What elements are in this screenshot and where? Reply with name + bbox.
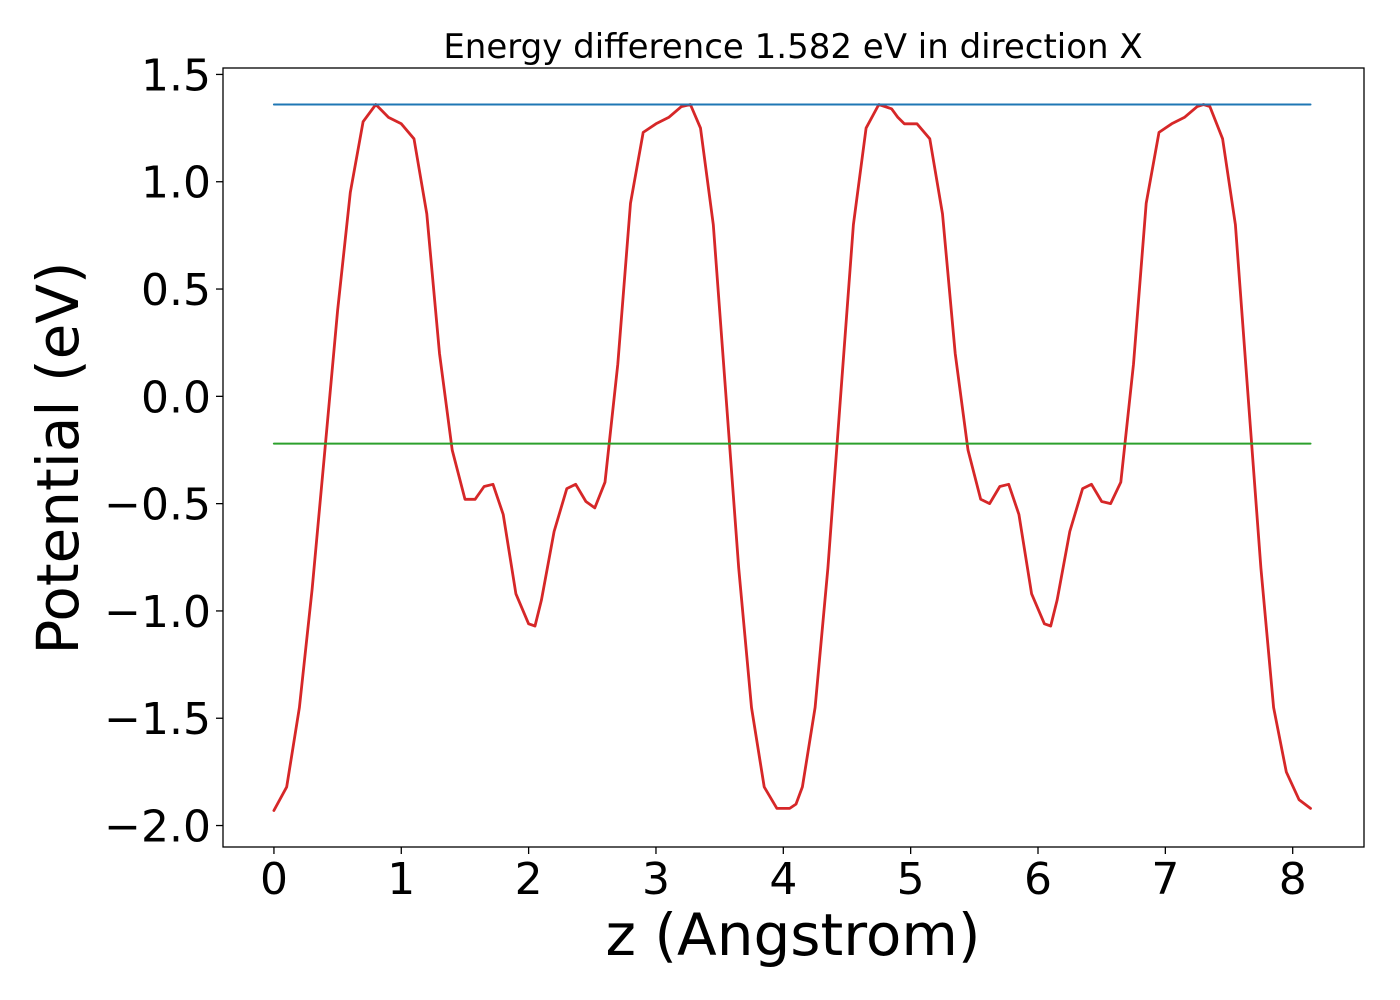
y-tick-label: −1.0 [104, 587, 211, 638]
x-tick-label: 1 [387, 854, 415, 905]
y-tick-label: −1.5 [104, 694, 211, 745]
y-tick-label: −0.5 [104, 480, 211, 531]
x-tick-label: 8 [1279, 854, 1307, 905]
x-tick-label: 4 [769, 854, 797, 905]
x-tick-label: 5 [897, 854, 925, 905]
x-tick-label: 2 [515, 854, 543, 905]
x-axis-ticks: 0 1 2 3 4 5 6 7 8 [260, 847, 1307, 905]
y-tick-label: 1.5 [141, 50, 211, 101]
chart-title: Energy difference 1.582 eV in direction … [443, 27, 1142, 67]
potential-curve [272, 103, 1312, 812]
x-tick-label: 7 [1151, 854, 1179, 905]
y-axis-ticks: 1.5 1.0 0.5 0.0 −0.5 −1.0 −1.5 −2.0 [104, 50, 223, 853]
plot-frame [222, 67, 1365, 848]
x-tick-label: 0 [260, 854, 288, 905]
y-tick-label: 0.5 [141, 265, 211, 316]
y-tick-label: 1.0 [141, 158, 211, 209]
y-tick-label: −2.0 [104, 802, 211, 853]
x-tick-label: 6 [1024, 854, 1052, 905]
series-layer [272, 103, 1312, 812]
x-tick-label: 3 [642, 854, 670, 905]
y-axis-label: Potential (eV) [24, 261, 92, 654]
y-tick-label: 0.0 [141, 372, 211, 423]
x-axis-label: z (Angstrom) [606, 901, 981, 969]
